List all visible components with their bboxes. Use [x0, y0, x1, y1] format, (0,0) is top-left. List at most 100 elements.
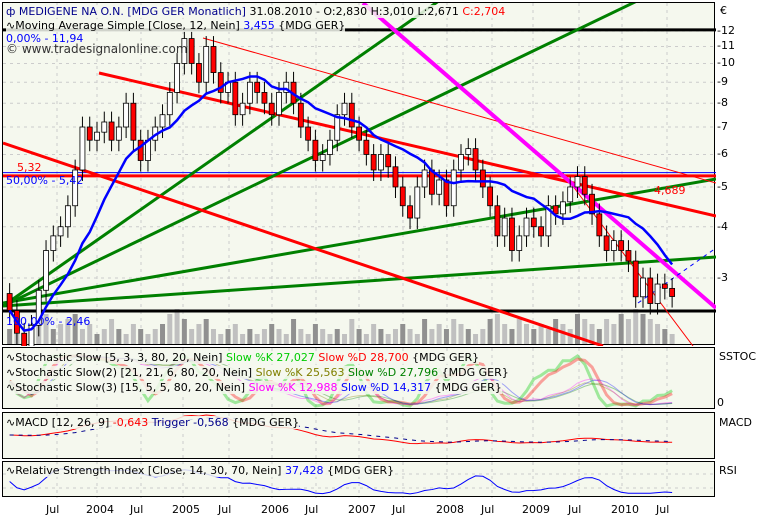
candle-body — [196, 63, 202, 83]
x-tick: 2008 — [436, 503, 464, 516]
volume-bar — [218, 334, 224, 344]
rsi-sym: {MDG GER} — [326, 464, 395, 477]
candle-body — [494, 205, 501, 237]
candle-body — [174, 63, 180, 93]
stoch-name: Stochastic Slow [5, 3, 3, 80, 20, Nein] — [15, 351, 223, 364]
candle-body — [487, 186, 494, 207]
candle-body — [217, 72, 224, 93]
volume-bar — [574, 314, 580, 344]
candle-body — [516, 235, 523, 251]
candle-body — [101, 121, 108, 133]
candle-body — [407, 205, 413, 219]
volume-bar — [152, 329, 158, 344]
rsi-axis-label: RSI — [719, 464, 737, 477]
candle-body — [363, 139, 370, 155]
macd-value: -0,643 — [112, 416, 149, 429]
volume-bar — [538, 324, 544, 344]
candle-body — [385, 154, 392, 168]
candle-body — [610, 240, 617, 251]
volume-bar — [320, 329, 326, 344]
volume-bar — [123, 334, 129, 344]
volume-bar — [625, 319, 631, 344]
y-tick: -9 — [717, 75, 728, 89]
rsi-name: Relative Strength Index [Close, 14, 30, … — [15, 464, 282, 477]
volume-bar — [356, 329, 362, 344]
volume-bar — [50, 329, 56, 344]
stoch-k: Slow %K 25,563 — [255, 366, 345, 379]
volume-bar — [582, 319, 588, 344]
candle-body — [669, 287, 676, 297]
candle-body — [35, 289, 42, 326]
x-tick: Jul — [481, 503, 495, 516]
rsi-header: ∿Relative Strength Index [Close, 14, 30,… — [6, 464, 395, 477]
x-tick: 2010 — [611, 503, 639, 516]
volume-bar — [647, 319, 653, 344]
volume-bar — [43, 314, 49, 344]
candle-body — [545, 205, 552, 237]
candle-body — [72, 169, 79, 207]
ma-sym: {MDG GER} — [278, 19, 346, 32]
candle-body — [159, 114, 166, 128]
stochastic-panel[interactable]: ∿Stochastic Slow [5, 3, 3, 80, 20, Nein]… — [2, 347, 715, 410]
candle-body — [465, 148, 472, 155]
stochastic-header: ∿Stochastic Slow [5, 3, 3, 80, 20, Nein]… — [6, 351, 480, 364]
candle-body — [57, 226, 64, 237]
candle-body — [625, 250, 632, 262]
volume-bar — [509, 329, 515, 344]
y-tick: -4 — [717, 219, 728, 233]
candle-body — [421, 169, 428, 188]
currency-label: € — [720, 4, 727, 17]
candle-body — [654, 283, 661, 304]
volume-bar — [79, 329, 85, 344]
volume-bar — [101, 329, 107, 344]
x-tick: Jul — [305, 503, 319, 516]
candle-body — [581, 176, 588, 195]
fib-bottom-label: 100,00% - 2,46 — [6, 315, 91, 328]
stoch-zero-tick: 0 — [717, 396, 724, 409]
candle-body — [297, 102, 304, 128]
candle-body — [378, 154, 384, 171]
candle-body — [618, 240, 625, 251]
candle-icon: ф — [6, 5, 16, 18]
macd-axis-label: MACD — [719, 416, 752, 429]
volume-bar — [87, 324, 93, 344]
volume-bar — [589, 324, 595, 344]
candle-body — [130, 102, 137, 141]
level-532-label: 5,32 — [17, 161, 42, 174]
candle-body — [86, 126, 93, 141]
volume-bar — [116, 329, 122, 344]
rsi-panel[interactable]: ∿Relative Strength Index [Close, 14, 30,… — [2, 461, 716, 498]
candle-body — [443, 179, 450, 207]
stoch-sym: {MDG GER} — [412, 351, 480, 364]
period: Monatlich] — [188, 5, 246, 18]
volume-bar — [174, 309, 180, 344]
volume-bar — [531, 329, 537, 344]
candle-body — [50, 235, 57, 251]
volume-bar — [232, 324, 238, 344]
volume-bar — [465, 329, 471, 344]
x-tick: Jul — [46, 503, 60, 516]
y-tick: -10 — [717, 56, 735, 70]
volume-bar — [58, 324, 64, 344]
volume-bar — [363, 334, 369, 344]
volume-bar — [138, 329, 144, 344]
fib-top-label: 0,00% - 11,94 — [6, 32, 84, 45]
volume-bar — [327, 334, 333, 344]
x-tick: 2004 — [86, 503, 114, 516]
y-tick: -7 — [717, 120, 728, 133]
volume-bar — [436, 324, 442, 344]
ohlc: 31.08.2010 - O:2,830 H:3,010 L:2,671 — [249, 5, 459, 18]
volume-bar — [502, 324, 508, 344]
candle-body — [450, 169, 457, 207]
candle-body — [632, 260, 639, 298]
stoch-k: Slow %K 12,988 — [248, 381, 338, 394]
x-tick: Jul — [656, 503, 670, 516]
volume-bar — [545, 329, 551, 344]
candle-body — [261, 92, 268, 104]
price-panel[interactable]: ф MEDIGENE NA O.N. [MDG GER Monatlich] 3… — [2, 2, 716, 346]
macd-panel[interactable]: ∿MACD [12, 26, 9] -0,643 Trigger -0,568 … — [2, 412, 715, 460]
stochastic-header: ∿Stochastic Slow(2) [21, 21, 6, 80, 20, … — [6, 366, 509, 379]
x-tick: 2006 — [261, 503, 289, 516]
candle-body — [276, 92, 282, 116]
moving-average-line — [8, 75, 674, 332]
